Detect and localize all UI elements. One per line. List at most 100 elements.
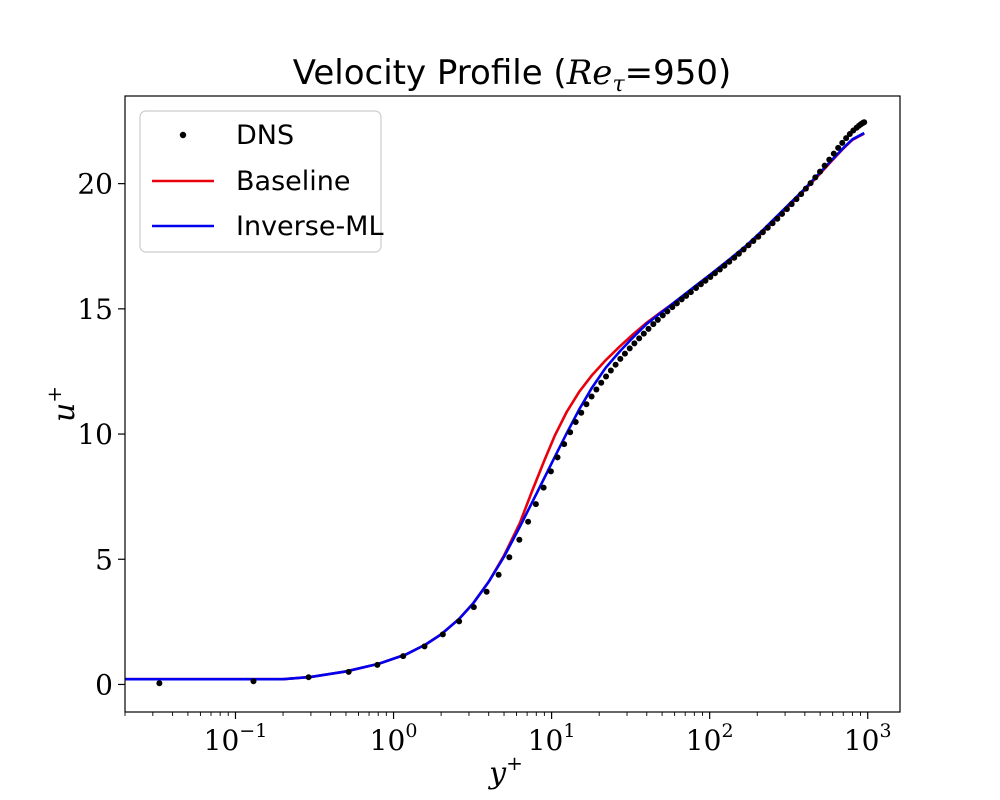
y-tick-label: 15 — [77, 293, 113, 326]
x-tick-exponent: 2 — [721, 720, 733, 742]
dns-point — [678, 296, 685, 303]
dns-point — [750, 237, 757, 244]
x-tick-base: 10 — [204, 724, 240, 757]
x-tick-label: 103 — [844, 720, 892, 757]
dns-point — [687, 289, 694, 296]
dns-point — [554, 454, 561, 461]
chart-title: Velocity Profile (Reτ=950) — [293, 53, 732, 97]
dns-point — [572, 419, 579, 426]
dns-point — [400, 653, 407, 660]
dns-point — [495, 571, 502, 578]
x-tick-base: 10 — [528, 724, 564, 757]
dns-point — [607, 367, 614, 374]
plot-frame — [124, 95, 901, 713]
dns-point — [793, 196, 800, 203]
dns-point — [843, 135, 850, 142]
x-axis-label-main: y — [487, 756, 507, 791]
x-axis-label: y+ — [487, 751, 523, 791]
x-tick-label: 100 — [370, 720, 418, 757]
dns-point — [826, 156, 833, 163]
dns-point — [764, 224, 771, 231]
dns-point — [621, 350, 628, 357]
dns-point — [817, 168, 824, 175]
dns-point — [640, 330, 647, 337]
dns-point — [250, 678, 257, 685]
dns-point — [745, 242, 752, 249]
series-layer — [125, 119, 868, 687]
x-axis-label-sup: + — [506, 751, 523, 775]
dns-point — [516, 536, 523, 543]
dns-point — [598, 379, 605, 386]
dns-point — [830, 150, 837, 157]
legend: DNS Baseline Inverse-ML — [139, 110, 384, 253]
dns-point — [774, 215, 781, 222]
dns-point — [769, 220, 776, 227]
dns-point — [612, 361, 619, 368]
dns-point — [779, 210, 786, 217]
x-tick-exponent: 0 — [405, 720, 417, 742]
y-axis-label-sup: + — [42, 386, 66, 403]
x-tick-label: 10−1 — [204, 720, 268, 757]
dns-point — [650, 321, 657, 328]
dns-point — [740, 246, 747, 253]
dns-point — [721, 262, 728, 269]
y-tick-label: 20 — [77, 168, 113, 201]
dns-point — [636, 335, 643, 342]
chart-title-tau: τ — [612, 72, 625, 97]
dns-point — [707, 274, 714, 281]
dns-point — [807, 180, 814, 187]
y-axis-label-main: u — [47, 403, 82, 422]
dns-point — [305, 674, 312, 681]
dns-point — [439, 631, 446, 638]
dns-point — [716, 266, 723, 273]
dns-point — [156, 680, 163, 687]
dns-point — [525, 518, 532, 525]
dns-point — [626, 345, 633, 352]
legend-baseline-label: Baseline — [236, 166, 350, 197]
x-tick-label: 102 — [686, 720, 734, 757]
chart-title-suffix: =950) — [625, 53, 732, 93]
dns-point — [669, 304, 676, 311]
y-tick-label: 10 — [77, 418, 113, 451]
dns-point — [702, 277, 709, 284]
dns-point — [561, 441, 568, 448]
dns-point — [456, 618, 463, 625]
dns-point — [697, 281, 704, 288]
y-axis-label: u+ — [42, 386, 82, 422]
dns-point — [374, 661, 381, 668]
legend-box — [139, 110, 382, 253]
y-tick-label: 0 — [95, 668, 113, 701]
dns-point — [547, 468, 554, 475]
dns-point — [654, 316, 661, 323]
dns-point — [593, 386, 600, 393]
dns-point — [726, 258, 733, 265]
dns-point — [683, 292, 690, 299]
dns-point — [735, 250, 742, 257]
dns-point — [583, 401, 590, 408]
x-tick-base: 10 — [844, 724, 880, 757]
dns-point — [802, 185, 809, 192]
legend-dns-label: DNS — [236, 120, 294, 151]
dns-point — [839, 139, 846, 146]
x-tick-base: 10 — [370, 724, 406, 757]
dns-point — [645, 325, 652, 332]
dns-point — [755, 233, 762, 240]
dns-point — [532, 501, 539, 508]
dns-point — [588, 393, 595, 400]
dns-point — [731, 254, 738, 261]
dns-point — [798, 191, 805, 198]
dns-point — [345, 668, 352, 675]
dns-point — [659, 312, 666, 319]
dns-point — [617, 355, 624, 362]
dns-point — [812, 174, 819, 181]
dns-point — [861, 119, 868, 126]
dns-point — [835, 144, 842, 151]
dns-point — [673, 300, 680, 307]
dns-point — [783, 206, 790, 213]
dns-point — [567, 429, 574, 436]
dns-point — [603, 373, 610, 380]
dns-point — [711, 270, 718, 277]
x-tick-base: 10 — [686, 724, 722, 757]
